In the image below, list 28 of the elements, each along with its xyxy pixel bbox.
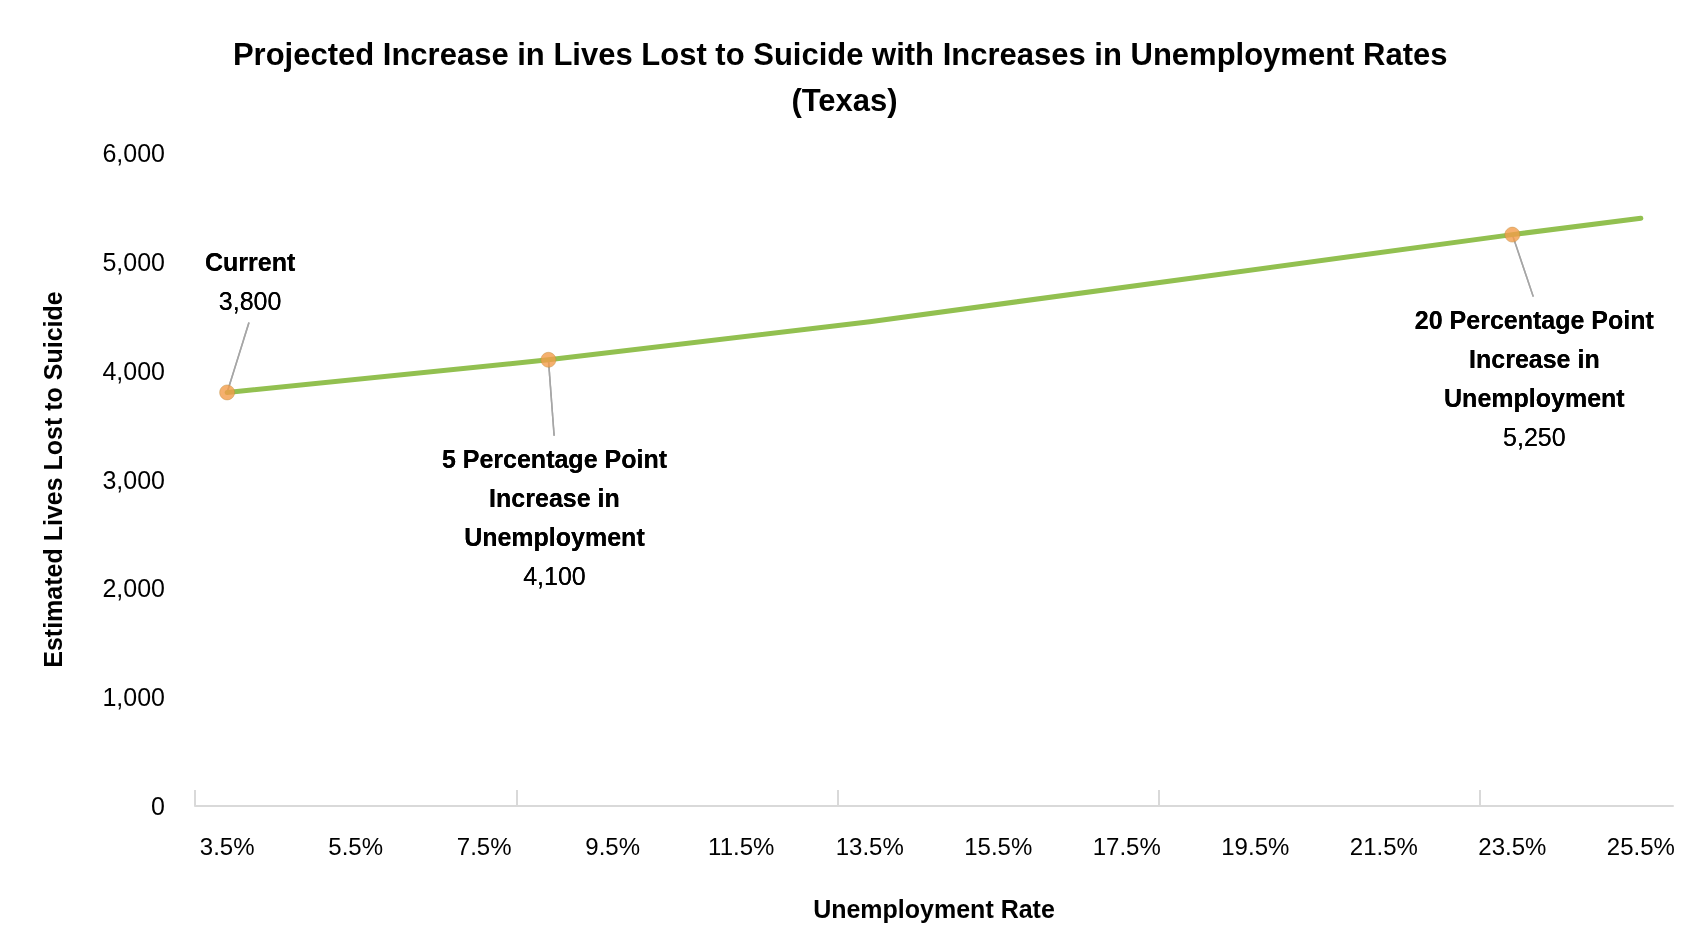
point [1504, 226, 1521, 243]
x-tick-label: 13.5% [835, 832, 904, 860]
y-tick-label: 5,000 [102, 247, 165, 276]
x-tick-label: 7.5% [456, 832, 512, 860]
annotation: Current 3,800 [204, 247, 296, 315]
y-tick-label: 2,000 [102, 574, 165, 603]
point [219, 384, 235, 401]
x-tick-label: 3.5% [199, 832, 255, 860]
y-tick-label: 6,000 [102, 139, 165, 167]
x-tick-label: 17.5% [1092, 832, 1161, 860]
annotation: 5 Percentage Point Increase in Unemployment 4,100 [441, 445, 668, 591]
x-tick-label: 25.5% [1606, 832, 1675, 860]
y-tick-label: 1,000 [102, 683, 165, 712]
y-tick-label: 3,000 [102, 465, 165, 494]
x-tick-label: 15.5% [964, 832, 1033, 860]
y-axis-title: Estimated Lives Lost to Suicide [38, 291, 67, 668]
annotation: 20 Percentage Point Increase in Unemployment 5,250 [1414, 306, 1655, 452]
y-tick-label: 0 [151, 792, 165, 820]
chart-title: Projected Increase in Lives Lost to Suicide with Increases in Unemployment Rates (Texas) [232, 36, 1457, 118]
x-tick-label: 21.5% [1349, 832, 1418, 860]
point [540, 352, 557, 368]
x-tick-label: 5.5% [328, 832, 383, 860]
x-axis-title: Unemployment Rate [813, 894, 1055, 923]
y-tick-label: 4,000 [102, 356, 165, 385]
x-tick-label: 19.5% [1221, 832, 1290, 860]
x-tick-label: 23.5% [1478, 832, 1547, 860]
x-tick-label: 11.5% [708, 832, 775, 860]
x-tick-label: 9.5% [585, 832, 641, 860]
